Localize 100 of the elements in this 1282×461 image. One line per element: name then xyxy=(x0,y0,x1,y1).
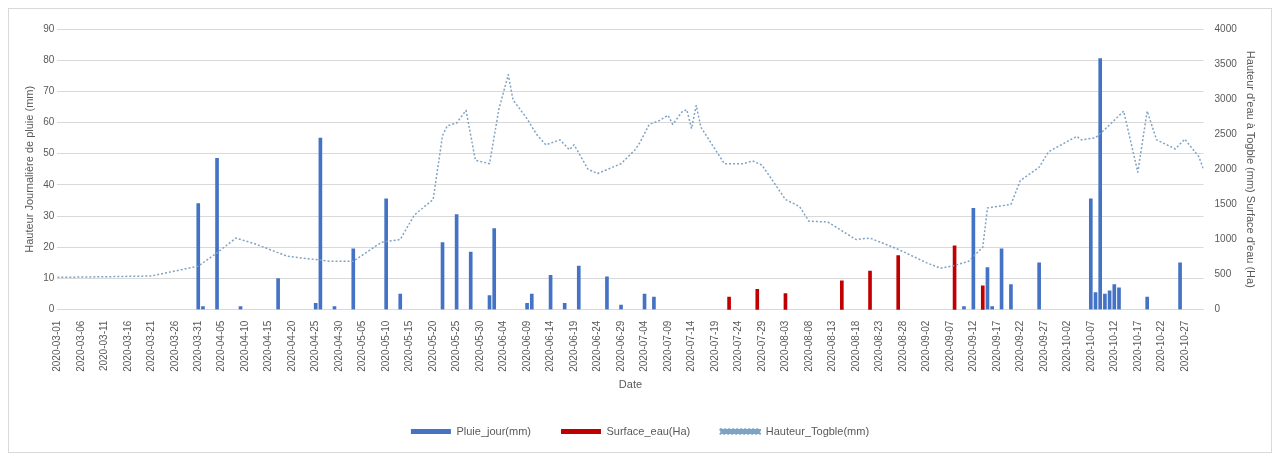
x-tick-label: 2020-06-04 xyxy=(497,320,509,372)
x-tick-label: 2020-03-06 xyxy=(74,320,86,372)
x-tick-label: 2020-10-27 xyxy=(1178,320,1190,372)
x-tick-label: 2020-05-05 xyxy=(356,320,368,372)
x-tick-label: 2020-09-02 xyxy=(920,320,932,372)
bar xyxy=(868,270,872,310)
x-tick-label: 2020-03-11 xyxy=(98,320,110,372)
bar xyxy=(398,293,403,310)
y2-tick-label: 4000 xyxy=(1214,22,1238,34)
x-tick-label: 2020-10-02 xyxy=(1061,320,1073,372)
y2-tick-label: 2500 xyxy=(1214,127,1238,139)
x-tick-label: 2020-08-18 xyxy=(849,320,861,372)
x-tick-label: 2020-07-29 xyxy=(755,320,767,372)
x-tick-label: 2020-06-14 xyxy=(544,320,556,372)
x-tick-label: 2020-09-12 xyxy=(967,320,979,372)
bar xyxy=(1037,262,1041,310)
x-tick-label: 2020-07-14 xyxy=(685,320,697,372)
x-tick-label: 2020-09-17 xyxy=(990,320,1002,372)
bar xyxy=(215,158,219,310)
x-tick-label: 2020-08-23 xyxy=(873,320,885,372)
x-tick-label: 2020-04-15 xyxy=(262,320,274,372)
bar xyxy=(755,288,760,310)
x-tick-label: 2020-07-04 xyxy=(638,320,650,372)
y2-tick-label: 2000 xyxy=(1214,163,1238,175)
x-tick-label: 2020-03-21 xyxy=(145,320,157,372)
x-tick-label: 2020-04-05 xyxy=(215,320,227,372)
bar xyxy=(492,228,497,310)
x-tick-label: 2020-09-27 xyxy=(1037,320,1049,372)
bar xyxy=(1178,262,1182,310)
x-tick-label: 2020-05-25 xyxy=(450,320,462,372)
bar xyxy=(276,278,280,310)
x-tick-label: 2020-10-17 xyxy=(1131,320,1143,372)
bar xyxy=(1112,284,1117,310)
x-tick-label: 2020-06-19 xyxy=(567,320,579,372)
x-tick-label: 2020-04-20 xyxy=(285,320,297,372)
bar xyxy=(605,276,609,310)
x-tick-label: 2020-04-25 xyxy=(309,320,321,372)
x-tick-label: 2020-09-22 xyxy=(1014,320,1026,372)
y2-tick-label: 0 xyxy=(1214,303,1221,315)
x-tick-label: 2020-03-01 xyxy=(51,320,63,372)
bar xyxy=(1145,296,1150,310)
y-tick-label: 90 xyxy=(43,22,55,34)
bar xyxy=(562,303,567,310)
bar xyxy=(962,306,966,310)
y-tick-label: 40 xyxy=(43,178,55,190)
x-tick-label: 2020-03-26 xyxy=(168,320,180,372)
y2-tick-label: 3500 xyxy=(1214,57,1238,69)
x-tick-label: 2020-10-07 xyxy=(1084,320,1096,372)
x-tick-label: 2020-05-10 xyxy=(379,320,391,372)
legend-label: Hauteur_Togble(mm) xyxy=(765,424,870,437)
bar xyxy=(384,198,388,310)
bar xyxy=(896,255,901,310)
x-tick-label: 2020-10-22 xyxy=(1155,320,1167,372)
bar xyxy=(1098,58,1103,310)
y2-axis-title: Hauteur d'eau à Togble (mm) Surface d'eau (Ha) xyxy=(1245,50,1258,288)
x-tick-label: 2020-04-10 xyxy=(238,320,250,372)
x-tick-label: 2020-05-20 xyxy=(426,320,438,372)
x-tick-label: 2020-07-19 xyxy=(708,320,720,372)
x-tick-label: 2020-10-12 xyxy=(1108,320,1120,372)
x-tick-label: 2020-07-24 xyxy=(732,320,744,372)
y-tick-label: 0 xyxy=(48,303,55,315)
bar xyxy=(1088,198,1093,310)
y-tick-label: 10 xyxy=(43,272,55,284)
x-tick-label: 2020-08-03 xyxy=(779,320,791,372)
x-tick-label: 2020-03-16 xyxy=(121,320,133,372)
bar xyxy=(1009,284,1013,310)
y-tick-label: 20 xyxy=(43,241,55,253)
bar xyxy=(652,296,656,310)
x-tick-label: 2020-05-15 xyxy=(403,320,415,372)
y-tick-label: 80 xyxy=(43,53,55,65)
bar xyxy=(196,203,201,310)
x-tick-label: 2020-06-24 xyxy=(591,320,603,372)
y-tick-label: 70 xyxy=(43,85,55,97)
y-tick-label: 30 xyxy=(43,209,55,221)
x-tick-label: 2020-06-29 xyxy=(614,320,626,372)
x-axis-title: Date xyxy=(618,378,643,391)
x-tick-label: 2020-03-31 xyxy=(192,320,203,372)
y-axis-title: Hauteur Journalière de pluie (mm) xyxy=(22,85,35,253)
x-tick-label: 2020-08-28 xyxy=(896,320,908,372)
y-tick-label: 50 xyxy=(43,147,55,159)
bar xyxy=(351,248,356,310)
x-tick-label: 2020-05-30 xyxy=(473,320,485,372)
y2-tick-label: 1500 xyxy=(1214,198,1238,210)
bar xyxy=(576,265,581,310)
x-tick-label: 2020-09-07 xyxy=(943,320,955,372)
y2-tick-label: 3000 xyxy=(1214,92,1238,104)
x-tick-label: 2020-04-30 xyxy=(332,320,344,372)
legend-label: Surface_eau(Ha) xyxy=(606,424,691,437)
y2-tick-label: 500 xyxy=(1214,268,1232,280)
x-tick-label: 2020-08-08 xyxy=(802,320,814,372)
line-series xyxy=(57,73,1204,279)
x-tick-label: 2020-07-09 xyxy=(661,320,673,372)
bar xyxy=(727,296,731,310)
y2-tick-label: 1000 xyxy=(1214,233,1238,245)
legend-label: Pluie_jour(mm) xyxy=(456,424,531,437)
y-tick-label: 60 xyxy=(43,116,55,128)
x-tick-label: 2020-08-13 xyxy=(826,320,838,372)
bar xyxy=(468,251,473,310)
bar xyxy=(840,280,844,310)
x-tick-label: 2020-06-09 xyxy=(520,320,532,372)
